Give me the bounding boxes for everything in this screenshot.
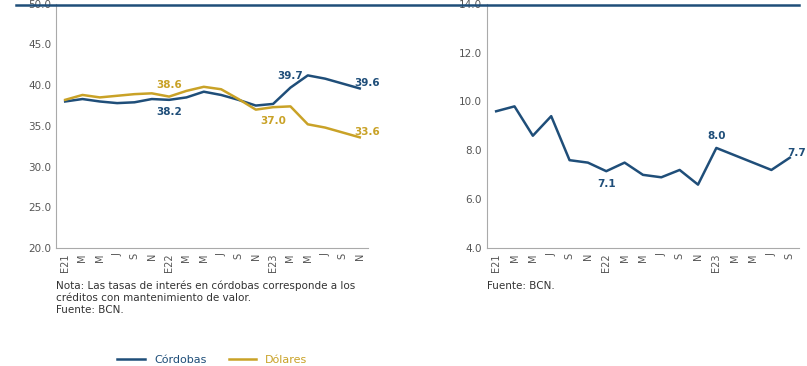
Córdobas: [355, 86, 365, 91]
Dólares: [268, 105, 278, 109]
Line: Córdobas: Córdobas: [65, 75, 360, 105]
Córdobas: [182, 95, 191, 100]
Dólares: [216, 87, 226, 92]
Text: 37.0: 37.0: [260, 116, 286, 126]
Dólares: [355, 135, 365, 139]
Dólares: [337, 130, 347, 135]
Córdobas: [77, 97, 87, 101]
Text: 7.7: 7.7: [788, 148, 806, 158]
Córdobas: [233, 98, 243, 102]
Córdobas: [199, 90, 209, 94]
Córdobas: [251, 103, 261, 108]
Córdobas: [286, 85, 295, 90]
Text: 38.2: 38.2: [157, 107, 182, 116]
Córdobas: [337, 81, 347, 86]
Córdobas: [216, 93, 226, 97]
Text: Fuente: BCN.: Fuente: BCN.: [487, 281, 554, 291]
Córdobas: [147, 97, 157, 101]
Dólares: [147, 91, 157, 96]
Dólares: [233, 97, 243, 101]
Dólares: [61, 98, 70, 102]
Córdobas: [95, 99, 105, 104]
Córdobas: [61, 99, 70, 104]
Text: 38.6: 38.6: [157, 80, 182, 90]
Dólares: [112, 94, 122, 98]
Dólares: [130, 92, 140, 96]
Dólares: [286, 104, 295, 109]
Dólares: [320, 126, 330, 130]
Córdobas: [130, 100, 140, 104]
Dólares: [303, 122, 312, 127]
Córdobas: [303, 73, 312, 78]
Córdobas: [112, 101, 122, 105]
Dólares: [77, 93, 87, 97]
Córdobas: [165, 98, 174, 102]
Córdobas: [320, 76, 330, 81]
Dólares: [251, 108, 261, 112]
Dólares: [165, 94, 174, 99]
Text: 7.1: 7.1: [597, 179, 616, 189]
Line: Dólares: Dólares: [65, 87, 360, 137]
Dólares: [199, 85, 209, 89]
Dólares: [182, 89, 191, 93]
Legend: Córdobas, Dólares: Córdobas, Dólares: [113, 351, 312, 366]
Text: 33.6: 33.6: [353, 127, 379, 137]
Text: 8.0: 8.0: [707, 131, 725, 141]
Text: 39.7: 39.7: [278, 71, 303, 81]
Dólares: [95, 95, 105, 100]
Córdobas: [268, 102, 278, 106]
Text: Nota: Las tasas de interés en córdobas corresponde a los
créditos con mantenimie: Nota: Las tasas de interés en córdobas c…: [56, 281, 356, 314]
Text: 39.6: 39.6: [354, 78, 379, 89]
